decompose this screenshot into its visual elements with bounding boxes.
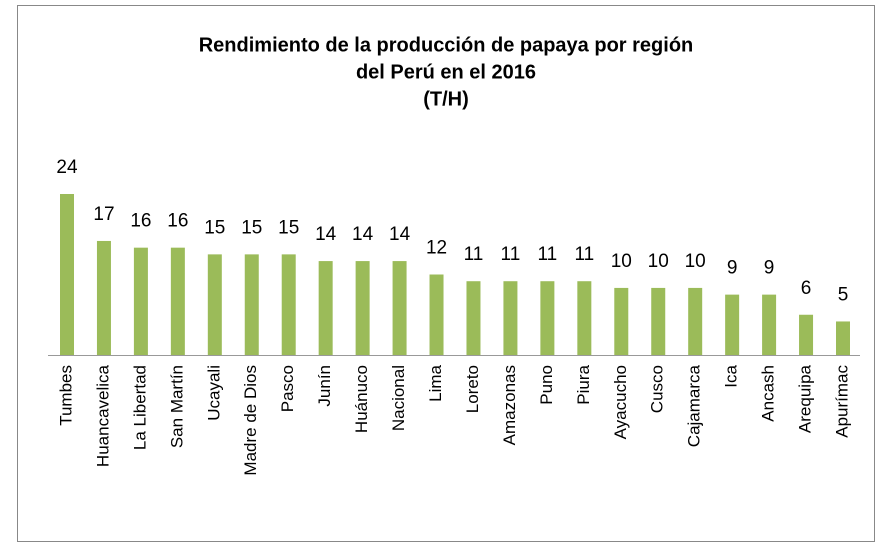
- bar: [540, 281, 555, 355]
- bar: [355, 261, 370, 355]
- x-tick-label: Piura: [574, 364, 593, 404]
- x-tick-label: La Libertad: [130, 365, 149, 450]
- bar: [651, 287, 666, 355]
- data-label: 11: [538, 244, 558, 265]
- x-tick-label: Nacional: [389, 365, 408, 431]
- data-label: 11: [574, 244, 594, 265]
- data-label: 12: [426, 238, 447, 259]
- bar: [466, 281, 481, 355]
- bar: [762, 294, 777, 355]
- data-label: 15: [204, 217, 225, 238]
- bar: [96, 240, 111, 355]
- data-label: 11: [464, 244, 484, 265]
- x-tick-label: Amazonas: [500, 365, 519, 445]
- data-label: 14: [352, 224, 374, 245]
- bar: [170, 247, 185, 355]
- x-tick-label: Apurímac: [832, 365, 851, 438]
- bar: [244, 254, 259, 355]
- x-tick-label: Lima: [426, 364, 445, 401]
- x-tick-label: Junín: [315, 365, 334, 407]
- data-label: 10: [648, 251, 669, 272]
- bar: [60, 194, 74, 355]
- bar: [688, 287, 703, 355]
- x-tick-label: Ayacucho: [611, 365, 630, 439]
- x-tick-label: Cajamarca: [685, 364, 704, 447]
- bar: [281, 254, 296, 355]
- data-label: 10: [685, 251, 706, 272]
- bar: [207, 254, 222, 355]
- chart-frame: [17, 5, 875, 542]
- x-tick-label: Huancavelica: [93, 364, 112, 467]
- data-label: 9: [727, 258, 738, 279]
- chart-title: (T/H): [423, 88, 469, 110]
- x-tick-label: Tumbes: [56, 365, 75, 426]
- data-label: 16: [167, 211, 188, 232]
- x-tick-label: Ancash: [759, 365, 778, 422]
- data-label: 15: [278, 217, 299, 238]
- x-tick-label: San Martín: [167, 365, 186, 448]
- bar: [577, 281, 592, 355]
- bar: [392, 261, 407, 355]
- bar: [836, 321, 850, 355]
- x-tick-label: Ica: [722, 364, 741, 387]
- x-tick-label: Cusco: [648, 365, 667, 413]
- data-label: 14: [315, 224, 337, 245]
- x-tick-label: Ucayali: [204, 365, 223, 421]
- chart-title: Rendimiento de la producción de papaya p…: [199, 34, 694, 56]
- data-label: 16: [130, 211, 151, 232]
- x-tick-label: Pasco: [278, 365, 297, 412]
- data-label: 6: [801, 278, 812, 299]
- data-label: 14: [389, 224, 411, 245]
- bar: [133, 247, 148, 355]
- data-label: 24: [56, 157, 78, 178]
- chart-title: del Perú en el 2016: [356, 61, 536, 83]
- bar: [318, 261, 333, 355]
- x-tick-label: Loreto: [463, 365, 482, 413]
- bar: [799, 314, 814, 355]
- bar: [503, 281, 518, 355]
- data-label: 5: [838, 284, 849, 305]
- bar: [725, 294, 740, 355]
- x-tick-label: Madre de Dios: [241, 365, 260, 476]
- data-label: 17: [93, 204, 114, 225]
- x-tick-label: Arequipa: [796, 364, 815, 433]
- x-tick-label: Puno: [537, 365, 556, 405]
- data-label: 10: [611, 251, 632, 272]
- data-label: 15: [241, 217, 262, 238]
- bar: [429, 274, 444, 355]
- x-tick-label: Huánuco: [352, 365, 371, 433]
- data-label: 11: [501, 244, 521, 265]
- bar: [614, 287, 629, 355]
- data-label: 9: [764, 258, 775, 279]
